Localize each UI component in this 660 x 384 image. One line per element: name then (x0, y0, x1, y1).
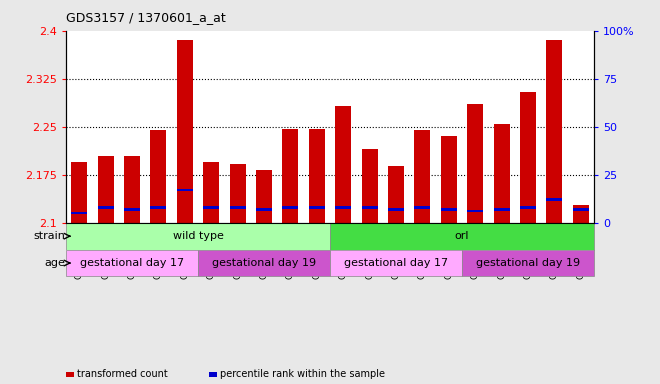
Text: gestational day 19: gestational day 19 (212, 258, 316, 268)
Bar (573, 205, 589, 223)
Bar (414, 130, 430, 223)
Bar (388, 208, 404, 210)
Text: strain: strain (34, 231, 65, 241)
Bar (282, 206, 298, 209)
Bar (441, 136, 457, 223)
Bar (177, 189, 193, 191)
Bar (230, 206, 246, 209)
Bar (282, 129, 298, 223)
Bar (66, 250, 198, 276)
Bar (150, 130, 166, 223)
Bar (230, 164, 246, 223)
Bar (198, 250, 330, 276)
Bar (98, 206, 114, 209)
Bar (494, 208, 510, 210)
Bar (256, 170, 272, 223)
Text: wild type: wild type (172, 231, 224, 241)
Text: age: age (45, 258, 65, 268)
Bar (177, 40, 193, 223)
Bar (467, 104, 483, 223)
Bar (124, 156, 140, 223)
Bar (66, 223, 330, 250)
Bar (546, 199, 562, 201)
Text: gestational day 19: gestational day 19 (476, 258, 580, 268)
Bar (573, 208, 589, 210)
Bar (362, 149, 378, 223)
Bar (441, 208, 457, 210)
Bar (546, 40, 562, 223)
Bar (335, 106, 351, 223)
Bar (309, 129, 325, 223)
Bar (256, 208, 272, 210)
Bar (98, 156, 114, 223)
Bar (520, 206, 536, 209)
Bar (414, 206, 430, 209)
Bar (330, 250, 462, 276)
Text: transformed count: transformed count (77, 369, 168, 379)
Bar (71, 212, 87, 214)
Text: percentile rank within the sample: percentile rank within the sample (220, 369, 385, 379)
Bar (520, 91, 536, 223)
Bar (124, 208, 140, 210)
Bar (309, 206, 325, 209)
Bar (494, 124, 510, 223)
Text: GDS3157 / 1370601_a_at: GDS3157 / 1370601_a_at (66, 12, 226, 25)
Bar (203, 162, 219, 223)
Bar (203, 206, 219, 209)
Bar (335, 206, 351, 209)
Bar (71, 162, 87, 223)
Bar (467, 210, 483, 212)
Text: gestational day 17: gestational day 17 (344, 258, 448, 268)
Bar (150, 206, 166, 209)
Text: gestational day 17: gestational day 17 (80, 258, 184, 268)
Bar (388, 166, 404, 223)
Bar (462, 250, 594, 276)
Bar (330, 223, 594, 250)
Bar (362, 206, 378, 209)
Text: orl: orl (455, 231, 469, 241)
